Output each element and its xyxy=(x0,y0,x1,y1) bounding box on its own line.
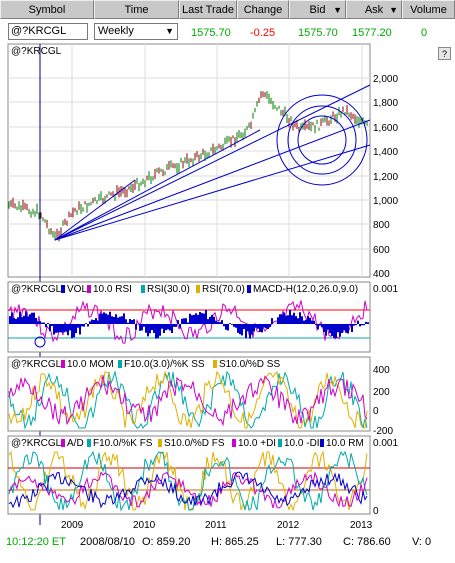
x-tick-2012: 2012 xyxy=(277,520,300,531)
svg-text:S10.0/%D SS: S10.0/%D SS xyxy=(219,359,280,370)
ask-column-header[interactable]: Ask ▼ xyxy=(346,0,402,19)
volume-value: 0 xyxy=(421,27,428,39)
svg-text:400: 400 xyxy=(373,269,390,280)
status-time: 10:12:20 ET xyxy=(6,536,66,548)
status-volume: V: 0 xyxy=(412,536,432,548)
status-date: 2008/08/10 xyxy=(80,536,136,548)
chevron-down-icon[interactable]: ▼ xyxy=(165,26,174,36)
svg-text:1,000: 1,000 xyxy=(373,196,398,207)
bid-sort-arrow-icon[interactable]: ▼ xyxy=(333,5,342,15)
volume-header-label: Volume xyxy=(410,4,447,16)
svg-text:F10.0(3.0)/%K SS: F10.0(3.0)/%K SS xyxy=(124,359,205,370)
x-tick-2013: 2013 xyxy=(350,520,373,531)
svg-text:@?KRCGL: @?KRCGL xyxy=(11,284,62,295)
chart-canvas[interactable]: @?KRCGL 2,000 1,800 1,600 1,400 1,200 1,… xyxy=(0,0,455,531)
svg-text:600: 600 xyxy=(373,245,390,256)
svg-text:10.0 +DI: 10.0 +DI xyxy=(238,438,276,449)
help-button[interactable]: ? xyxy=(438,47,451,60)
quote-header: Symbol Time Last Trade Change Bid ▼ Ask ▼ … xyxy=(0,0,455,20)
status-high: H: 865.25 xyxy=(211,536,259,548)
svg-text:A/D: A/D xyxy=(67,438,84,449)
stoch-fast-k-line xyxy=(8,450,368,512)
last-trade-header-label: Last Trade xyxy=(182,4,234,16)
change-column-header[interactable]: Change xyxy=(237,0,289,19)
indicator-3-legend: @?KRCGL A/D F10.0/%K FS S10.0/%D FS 10.0… xyxy=(11,438,364,449)
price-axis: 2,000 1,800 1,600 1,400 1,200 1,000 800 … xyxy=(373,74,398,280)
svg-text:2,000: 2,000 xyxy=(373,74,398,85)
svg-text:RSI(30.0): RSI(30.0) xyxy=(147,284,190,295)
symbol-column-header[interactable]: Symbol xyxy=(0,0,94,19)
svg-text:MACD-H(12.0,26.0,9.0): MACD-H(12.0,26.0,9.0) xyxy=(253,284,358,295)
indicator-3-axis-top: 0.001 xyxy=(373,438,398,449)
indicator-3-axis-bottom: 0 xyxy=(373,506,379,517)
svg-text:10.0 RSI: 10.0 RSI xyxy=(93,284,132,295)
volume-column-header[interactable]: Volume xyxy=(402,0,455,19)
status-low: L: 777.30 xyxy=(276,536,322,548)
ask-sort-arrow-icon[interactable]: ▼ xyxy=(389,5,398,15)
change-header-label: Change xyxy=(243,4,283,16)
price-bars-up xyxy=(8,91,368,241)
svg-text:RSI(70.0): RSI(70.0) xyxy=(202,284,245,295)
ask-value: 1577.20 xyxy=(352,27,392,39)
svg-text:-200: -200 xyxy=(373,426,393,437)
svg-text:200: 200 xyxy=(373,387,390,398)
status-bar: 10:12:20 ET 2008/08/10 O: 859.20 H: 865.… xyxy=(0,531,455,563)
crosshair-marker-icon xyxy=(34,336,46,348)
indicator-1-legend: @?KRCGL VOL 10.0 RSI RSI(30.0) RSI(70.0)… xyxy=(11,284,358,295)
indicator-2-legend: @?KRCGL 10.0 MOM F10.0(3.0)/%K SS S10.0/… xyxy=(11,359,280,370)
bid-value: 1575.70 xyxy=(298,27,338,39)
x-tick-2011: 2011 xyxy=(205,520,227,531)
indicator-pane-3: @?KRCGL A/D F10.0/%K FS S10.0/%D FS 10.0… xyxy=(7,435,398,517)
x-tick-2009: 2009 xyxy=(61,520,84,531)
indicator-pane-2: @?KRCGL 10.0 MOM F10.0(3.0)/%K SS S10.0/… xyxy=(7,356,393,437)
status-close: C: 786.60 xyxy=(343,536,391,548)
indicator-1-axis-top: 0.001 xyxy=(373,284,398,295)
svg-text:@?KRCGL: @?KRCGL xyxy=(11,359,62,370)
quote-row: @?KRCGL Weekly ▼ 1575.70 -0.25 1575.70 15… xyxy=(0,21,455,43)
svg-text:@?KRCGL: @?KRCGL xyxy=(11,438,62,449)
svg-text:S10.0/%D FS: S10.0/%D FS xyxy=(164,438,225,449)
last-trade-column-header[interactable]: Last Trade xyxy=(179,0,237,19)
price-pane: @?KRCGL 2,000 1,800 1,600 1,400 1,200 1,… xyxy=(7,43,398,525)
interval-select[interactable]: Weekly ▼ xyxy=(94,23,178,40)
time-header-label: Time xyxy=(124,4,149,16)
macd-histogram xyxy=(9,310,369,339)
svg-text:0: 0 xyxy=(373,406,379,417)
price-pane-label: @?KRCGL xyxy=(11,46,62,57)
trendlines xyxy=(54,84,371,241)
bid-column-header[interactable]: Bid ▼ xyxy=(289,0,346,19)
indicator-pane-1: @?KRCGL VOL 10.0 RSI RSI(30.0) RSI(70.0)… xyxy=(7,281,398,353)
time-axis: 2009 2010 2011 2012 2013 xyxy=(61,520,373,531)
change-value: -0.25 xyxy=(250,27,276,39)
svg-text:1,600: 1,600 xyxy=(373,123,398,134)
plus-di-line xyxy=(8,470,368,509)
svg-text:F10.0/%K FS: F10.0/%K FS xyxy=(93,438,153,449)
symbol-input[interactable]: @?KRCGL xyxy=(8,23,88,40)
svg-text:1,800: 1,800 xyxy=(373,98,398,109)
minus-di-line xyxy=(8,471,368,509)
svg-text:10.0 MOM: 10.0 MOM xyxy=(67,359,114,370)
indicator-2-axis: 400 200 0 -200 xyxy=(373,365,393,437)
svg-text:10.0 -DI: 10.0 -DI xyxy=(284,438,320,449)
ask-header-label: Ask xyxy=(364,4,384,16)
svg-text:1,400: 1,400 xyxy=(373,147,398,158)
status-open: O: 859.20 xyxy=(142,536,191,548)
momentum-line xyxy=(8,375,368,427)
svg-text:400: 400 xyxy=(373,365,390,376)
interval-value: Weekly xyxy=(98,25,134,37)
last-trade-value: 1575.70 xyxy=(191,27,231,39)
symbol-header-label: Symbol xyxy=(28,4,66,16)
time-column-header[interactable]: Time xyxy=(94,0,179,19)
svg-text:10.0 RM: 10.0 RM xyxy=(326,438,364,449)
svg-text:800: 800 xyxy=(373,220,390,231)
bid-header-label: Bid xyxy=(309,4,326,16)
x-tick-2010: 2010 xyxy=(133,520,156,531)
svg-text:VOL: VOL xyxy=(67,284,87,295)
svg-text:1,200: 1,200 xyxy=(373,172,398,183)
